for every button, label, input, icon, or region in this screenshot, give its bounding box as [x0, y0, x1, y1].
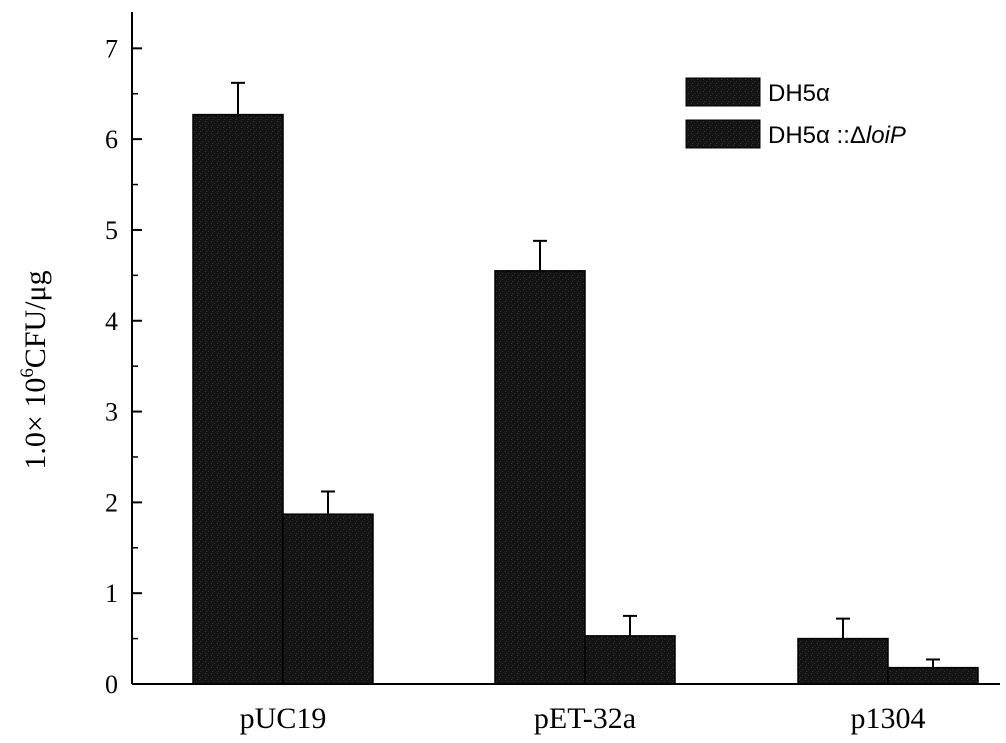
y-tick-label-0: 0: [105, 670, 118, 699]
y-tick-label-1: 1: [105, 579, 118, 608]
bar-series1-p1304: [797, 637, 889, 685]
svg-text:1.0× 106CFU/μg: 1.0× 106CFU/μg: [17, 270, 52, 469]
y-axis-label: 1.0× 106CFU/μg: [17, 270, 52, 469]
y-axis-label-superscript: 6: [17, 368, 38, 378]
y-tick-label-7: 7: [105, 34, 118, 63]
legend: DH5α DH5α ::ΔloiP: [685, 77, 906, 149]
y-axis-label-prefix: 1.0× 10: [19, 378, 52, 470]
x-tick-label-puc19: pUC19: [240, 702, 327, 735]
y-tick-label-2: 2: [105, 488, 118, 517]
legend-label-dh5a: DH5α: [768, 80, 830, 107]
y-tick-label-6: 6: [105, 125, 118, 154]
y-tick-label-5: 5: [105, 216, 118, 245]
legend-label-dh5a-loip: DH5α ::ΔloiP: [768, 122, 906, 149]
plot-area: 0 1 2 3 4 5 6 7 pUC19 pET-32a p1304: [105, 12, 1000, 735]
bar-series2-p1304: [887, 666, 979, 685]
bar-series1-puc19: [192, 113, 284, 685]
bar-series2-pet-32a: [584, 635, 676, 685]
y-tick-label-4: 4: [105, 307, 118, 336]
bar-series1-pet-32a: [494, 270, 586, 685]
legend-label-dh5a-loip-main: DH5α ::Δ: [768, 122, 866, 149]
y-axis-label-suffix: CFU/μg: [19, 270, 52, 368]
y-tick-label-3: 3: [105, 398, 118, 427]
bar-series2-puc19: [282, 513, 374, 685]
legend-swatch-dh5a: [685, 77, 761, 107]
x-tick-label-pet-32a: pET-32a: [534, 702, 636, 735]
legend-label-dh5a-loip-italic: loiP: [866, 122, 906, 149]
legend-swatch-dh5a-loip: [685, 119, 761, 149]
x-tick-label-p1304: p1304: [851, 702, 926, 735]
